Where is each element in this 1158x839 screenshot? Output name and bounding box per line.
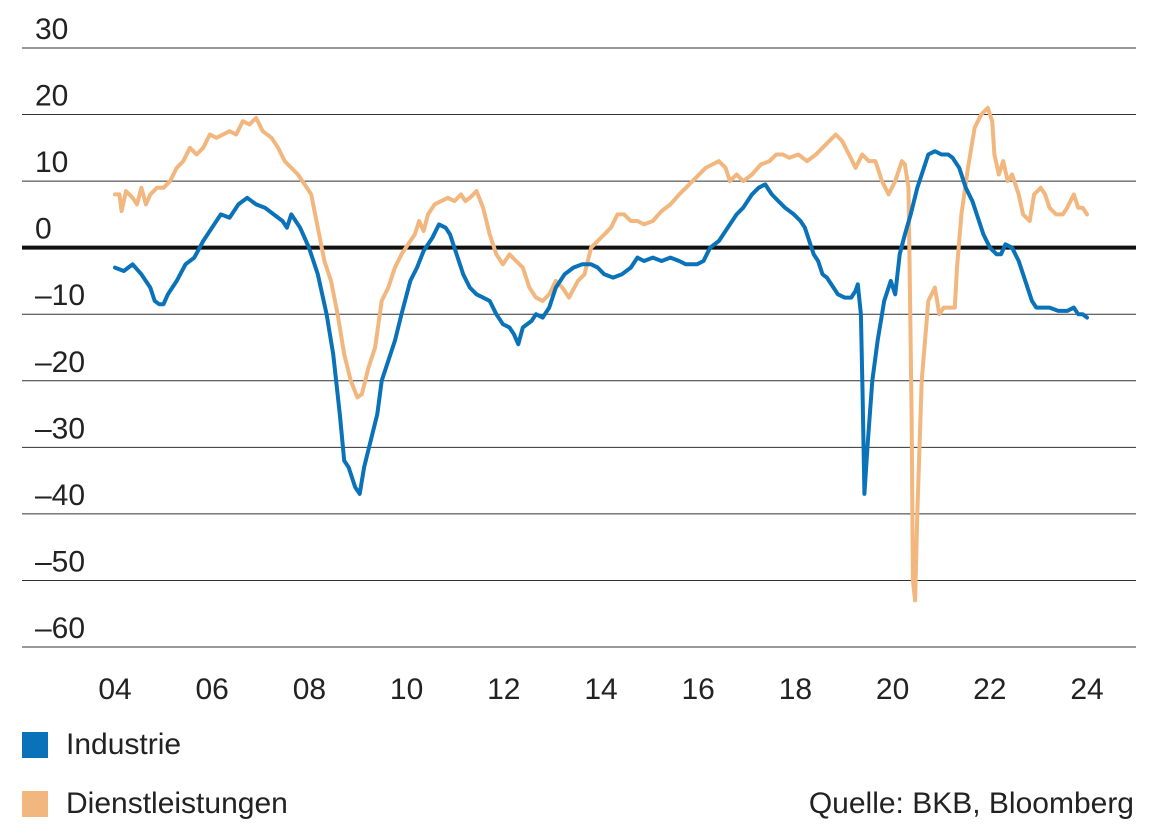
y-tick-label: 20 (35, 80, 68, 113)
y-tick-label: 10 (35, 146, 68, 179)
x-tick-label: 16 (682, 673, 715, 700)
legend-item-dienstleistungen: Dienstleistungen (22, 787, 288, 821)
x-tick-label: 24 (1070, 673, 1103, 700)
y-tick-label: 0 (35, 213, 52, 246)
y-tick-label: –50 (35, 545, 85, 578)
x-tick-label: 14 (584, 673, 617, 700)
y-tick-label: –60 (35, 612, 85, 645)
legend-item-industrie: Industrie (22, 728, 181, 762)
y-tick-label: –10 (35, 279, 85, 312)
legend-swatch-industrie (22, 732, 48, 758)
y-tick-label: –40 (35, 479, 85, 512)
x-tick-label: 08 (293, 673, 326, 700)
legend-label-dienstleistungen: Dienstleistungen (66, 787, 288, 820)
series-line-dienstleistungen (113, 105, 1089, 603)
y-axis-ticks: 30 20 10 0 –10 –20 –30 –40 –50 –60 (35, 13, 85, 645)
legend-swatch-dienstleistungen (22, 791, 48, 817)
source-note: Quelle: BKB, Bloomberg (808, 787, 1134, 820)
x-tick-label: 22 (973, 673, 1006, 700)
series-lines (113, 105, 1089, 603)
chart: 30 20 10 0 –10 –20 –30 –40 –50 –60 04 06 08 10 12 14 16… (22, 13, 1136, 700)
y-tick-label: –20 (35, 346, 85, 379)
x-tick-label: 10 (390, 673, 423, 700)
series-line-industrie (113, 149, 1089, 496)
y-tick-label: –30 (35, 412, 85, 445)
legend-label-industrie: Industrie (66, 728, 182, 761)
x-tick-label: 04 (98, 673, 131, 700)
x-tick-label: 18 (779, 673, 812, 700)
x-tick-label: 06 (196, 673, 229, 700)
y-tick-label: 30 (35, 13, 68, 46)
x-tick-label: 12 (487, 673, 520, 700)
grid-lines (22, 47, 1136, 648)
x-axis-ticks: 04 06 08 10 12 14 16 18 20 22 24 (98, 673, 1103, 700)
x-tick-label: 20 (876, 673, 909, 700)
